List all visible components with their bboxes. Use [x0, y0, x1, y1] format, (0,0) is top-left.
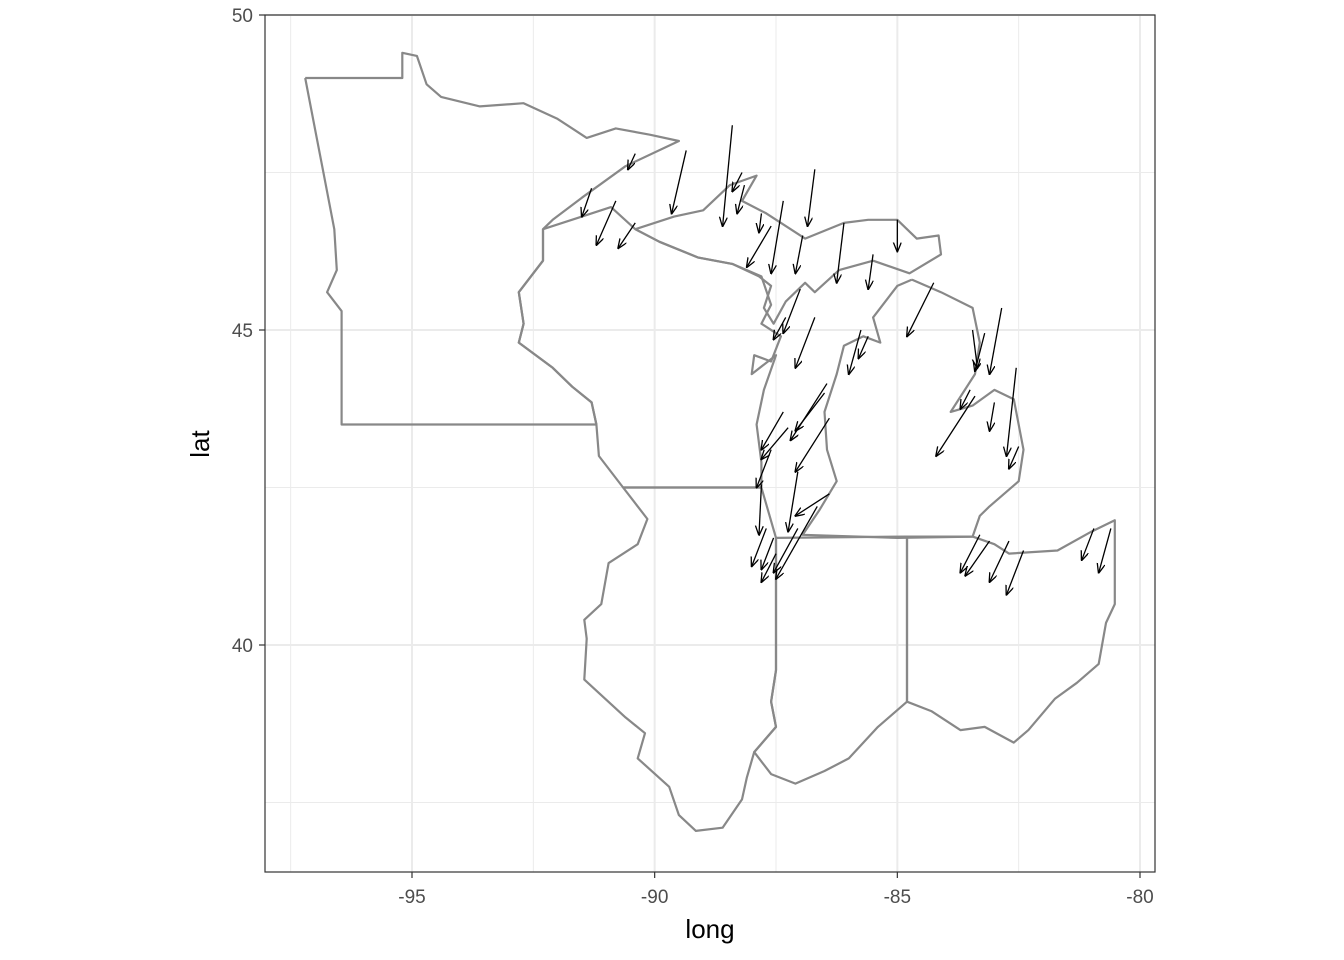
- x-tick-label: -85: [884, 887, 911, 908]
- x-tick-label: -95: [398, 887, 425, 908]
- wind-vector-arrow: [737, 184, 746, 213]
- wind-vector-arrow: [960, 389, 971, 409]
- wind-vector-arrow: [990, 402, 996, 430]
- wind-vector-arrow: [761, 411, 784, 450]
- wind-vector-arrow: [795, 317, 816, 367]
- y-tick-label: 40: [232, 636, 253, 657]
- wind-vector-arrow: [1009, 446, 1020, 469]
- plot-panel-background: [265, 15, 1155, 872]
- y-tick-label: 45: [232, 321, 253, 342]
- wind-vector-arrow: [960, 534, 981, 573]
- wind-vector-arrow: [849, 329, 862, 374]
- wind-vector-arrow: [795, 493, 830, 516]
- wind-vector-arrow: [1099, 528, 1112, 572]
- wind-vector-arrow: [761, 537, 775, 570]
- state-outlines: [304, 51, 1116, 833]
- wind-vector-arrow: [759, 484, 761, 534]
- wind-vector-arrow: [732, 172, 743, 192]
- wind-vector-arrow: [774, 317, 787, 339]
- wind-vector-arrow: [771, 200, 784, 273]
- wind-vector-arrow: [965, 540, 991, 576]
- y-tick-label: 50: [232, 6, 253, 27]
- wind-vector-arrow: [618, 222, 636, 248]
- x-axis: -95 -90 -85 -80: [398, 872, 1154, 908]
- wind-vector-arrow: [761, 553, 777, 582]
- wind-vector-arrow: [936, 395, 976, 456]
- wind-vector-arrow: [759, 213, 761, 232]
- x-axis-title: long: [685, 914, 734, 944]
- wind-vector-arrow: [795, 417, 830, 472]
- wind-vectors: [582, 125, 1112, 595]
- wind-vector-arrow: [859, 336, 869, 358]
- x-tick-label: -80: [1126, 887, 1153, 908]
- wind-vector-arrow: [788, 471, 799, 532]
- wind-vector-arrow: [1007, 367, 1017, 456]
- wind-vector-arrow: [795, 235, 804, 274]
- wind-vector-arrow: [752, 528, 767, 566]
- wind-vector-arrow: [975, 332, 986, 371]
- wind-vector-arrow: [761, 427, 789, 460]
- wind-vector-arrow: [596, 200, 617, 245]
- wind-vector-arrow: [990, 540, 1010, 582]
- wind-vector-arrow: [795, 392, 826, 431]
- wind-vector-arrow: [1007, 550, 1025, 595]
- state-outline-michigan-upper-peninsula: [634, 174, 943, 325]
- y-axis: 40 45 50: [232, 6, 265, 657]
- wind-vector-arrow: [628, 153, 636, 170]
- y-axis-title: lat: [185, 429, 215, 457]
- wind-vector-arrow: [757, 449, 772, 488]
- wind-vector-arrow: [990, 307, 1003, 374]
- wind-vector-arrow: [723, 125, 733, 226]
- wind-vector-arrow: [747, 225, 772, 267]
- wind-vector-arrow: [808, 169, 816, 226]
- wind-vector-arrow: [1082, 528, 1095, 560]
- x-tick-label: -90: [641, 887, 668, 908]
- wind-vector-arrow: [582, 188, 593, 216]
- wind-vector-arrow: [774, 528, 799, 572]
- wind-vector-arrow: [776, 506, 818, 578]
- plot-panel-border: [264, 14, 1156, 873]
- wind-vector-arrow: [837, 222, 845, 283]
- state-outline-ohio: [905, 519, 1116, 744]
- wind-vector-arrow: [907, 282, 935, 337]
- wind-vector-arrow: [783, 288, 801, 333]
- wind-vector-arrow: [868, 254, 874, 289]
- wind-vector-arrow: [672, 150, 687, 213]
